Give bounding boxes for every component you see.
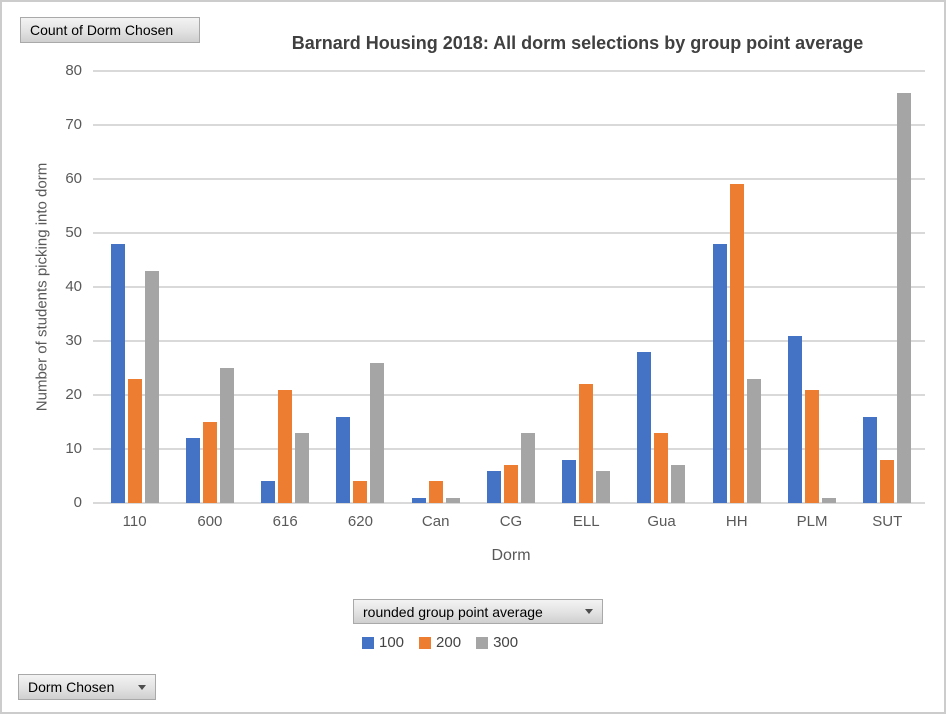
bar-200-ELL bbox=[579, 384, 594, 503]
bar-100-SUT bbox=[863, 416, 878, 503]
plot-area bbox=[93, 70, 925, 504]
bar-300-620 bbox=[370, 362, 385, 503]
bar-200-Can bbox=[428, 481, 443, 503]
gridline-10 bbox=[93, 448, 925, 450]
gridline-80 bbox=[93, 70, 925, 72]
gridline-70 bbox=[93, 124, 925, 126]
category-group-ELL bbox=[549, 71, 624, 503]
y-tick-label-30: 30 bbox=[65, 332, 82, 349]
x-axis-tick-labels: 110 600 616 620 Can CG ELL Gua HH PLM SUT bbox=[97, 513, 925, 530]
category-group-600 bbox=[172, 71, 247, 503]
gridline-50 bbox=[93, 232, 925, 234]
bar-300-Can bbox=[445, 497, 460, 503]
x-tick-label-110: 110 bbox=[122, 513, 147, 530]
y-tick-label-80: 80 bbox=[65, 62, 82, 79]
legend-swatch-200 bbox=[419, 636, 432, 649]
bar-300-ELL bbox=[596, 470, 611, 503]
category-group-HH bbox=[699, 71, 774, 503]
chart-title: Barnard Housing 2018: All dorm selection… bbox=[291, 33, 864, 53]
y-tick-label-10: 10 bbox=[65, 440, 82, 457]
x-tick-label-Can: Can bbox=[421, 513, 450, 530]
legend-item-200: 200 bbox=[419, 634, 461, 651]
x-tick-label-ELL: ELL bbox=[572, 513, 600, 530]
pivot-field-button-legend[interactable]: rounded group point average bbox=[353, 599, 603, 624]
x-tick-label-616: 616 bbox=[272, 513, 298, 530]
bar-200-HH bbox=[729, 184, 744, 503]
y-tick-label-0: 0 bbox=[73, 494, 82, 511]
gridline-20 bbox=[93, 394, 925, 396]
x-tick-label-600: 600 bbox=[197, 513, 223, 530]
bar-200-620 bbox=[353, 481, 368, 503]
bar-300-HH bbox=[746, 378, 761, 503]
bar-300-SUT bbox=[897, 92, 912, 503]
pivot-field-button-values-label: Count of Dorm Chosen bbox=[30, 22, 174, 38]
gridline-0 bbox=[93, 502, 925, 504]
y-tick-label-40: 40 bbox=[65, 278, 82, 295]
pivot-field-button-axis[interactable]: Dorm Chosen bbox=[18, 674, 156, 700]
bar-200-Gua bbox=[654, 432, 669, 503]
bar-200-PLM bbox=[805, 389, 820, 503]
category-group-CG bbox=[473, 71, 548, 503]
bar-300-110 bbox=[144, 270, 159, 503]
chart-legend: 100 200 300 bbox=[362, 634, 518, 651]
legend-item-100: 100 bbox=[362, 634, 404, 651]
category-group-PLM bbox=[774, 71, 849, 503]
x-axis-title: Dorm bbox=[491, 547, 531, 564]
bar-100-110 bbox=[110, 243, 125, 503]
gridline-30 bbox=[93, 340, 925, 342]
legend-label-200: 200 bbox=[436, 634, 462, 651]
legend-label-100: 100 bbox=[379, 634, 405, 651]
bar-300-600 bbox=[219, 368, 234, 503]
chevron-down-icon[interactable] bbox=[585, 609, 593, 614]
category-group-Can bbox=[398, 71, 473, 503]
category-group-110 bbox=[97, 71, 172, 503]
pivot-field-button-legend-label: rounded group point average bbox=[363, 603, 543, 620]
x-tick-label-CG: CG bbox=[499, 513, 523, 530]
bar-100-616 bbox=[261, 481, 276, 503]
gridline-40 bbox=[93, 286, 925, 288]
pivot-field-button-values[interactable]: Count of Dorm Chosen bbox=[20, 17, 200, 43]
chevron-down-icon[interactable] bbox=[138, 684, 146, 690]
bar-100-HH bbox=[712, 243, 727, 503]
bar-100-CG bbox=[486, 470, 501, 503]
bar-300-616 bbox=[295, 432, 310, 503]
bar-200-SUT bbox=[880, 459, 895, 503]
bar-100-Can bbox=[411, 497, 426, 503]
legend-swatch-100 bbox=[362, 636, 374, 649]
bar-200-CG bbox=[503, 465, 518, 503]
bar-300-PLM bbox=[822, 497, 837, 503]
x-tick-label-SUT: SUT bbox=[872, 513, 903, 530]
category-group-SUT bbox=[850, 71, 925, 503]
category-group-Gua bbox=[624, 71, 699, 503]
x-tick-label-PLM: PLM bbox=[796, 513, 828, 530]
bar-100-620 bbox=[336, 416, 351, 503]
bar-100-ELL bbox=[562, 459, 577, 503]
bar-100-600 bbox=[185, 438, 200, 503]
category-group-620 bbox=[323, 71, 398, 503]
category-group-616 bbox=[248, 71, 323, 503]
x-tick-label-Gua: Gua bbox=[647, 513, 676, 530]
bar-200-616 bbox=[278, 389, 293, 503]
y-tick-label-60: 60 bbox=[65, 170, 82, 187]
y-tick-label-50: 50 bbox=[65, 224, 82, 241]
legend-swatch-300 bbox=[476, 636, 489, 649]
bar-300-Gua bbox=[671, 465, 686, 503]
x-tick-label-HH: HH bbox=[725, 513, 748, 530]
bar-300-CG bbox=[520, 432, 535, 503]
x-tick-label-620: 620 bbox=[347, 513, 373, 530]
bar-200-110 bbox=[127, 378, 142, 503]
pivot-field-button-axis-label: Dorm Chosen bbox=[28, 679, 115, 695]
legend-item-300: 300 bbox=[476, 634, 518, 651]
bars-row bbox=[97, 71, 925, 503]
bar-200-600 bbox=[202, 422, 217, 503]
y-tick-label-20: 20 bbox=[65, 386, 82, 403]
y-tick-label-70: 70 bbox=[65, 116, 82, 133]
bar-100-Gua bbox=[637, 351, 652, 503]
gridline-60 bbox=[93, 178, 925, 180]
legend-label-300: 300 bbox=[493, 634, 519, 651]
bar-100-PLM bbox=[788, 335, 803, 503]
